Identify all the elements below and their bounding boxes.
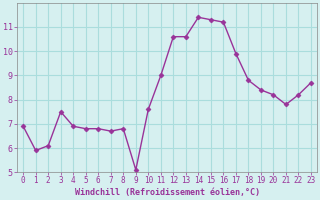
X-axis label: Windchill (Refroidissement éolien,°C): Windchill (Refroidissement éolien,°C) (75, 188, 260, 197)
